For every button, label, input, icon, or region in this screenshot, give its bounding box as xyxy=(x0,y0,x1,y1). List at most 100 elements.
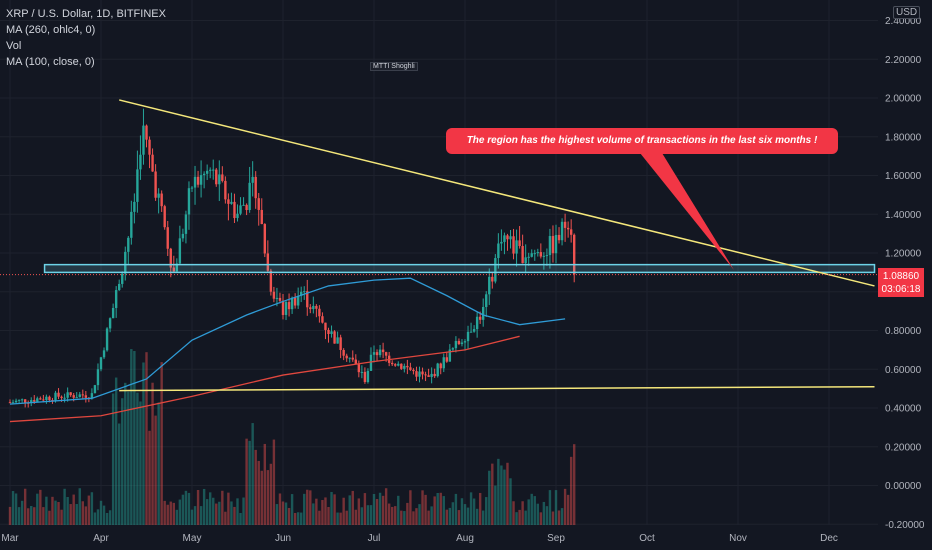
candle-body xyxy=(466,331,470,342)
volume-bar xyxy=(205,499,209,525)
volume-bar xyxy=(488,470,491,525)
volume-bar xyxy=(66,496,69,525)
candle-body xyxy=(430,373,433,377)
candle-body xyxy=(375,352,379,356)
volume-bar xyxy=(545,506,549,525)
volume-bar xyxy=(181,494,185,525)
volume-bar xyxy=(121,398,124,525)
x-tick-label: Mar xyxy=(1,533,19,544)
legend-volume[interactable]: Vol xyxy=(6,40,22,52)
candle-body xyxy=(151,154,154,172)
candle-body xyxy=(530,253,533,257)
volume-bar xyxy=(391,506,394,525)
volume-bar xyxy=(384,488,388,525)
candle-body xyxy=(569,229,573,235)
legend-symbol[interactable]: XRP / U.S. Dollar, 1D, BITFINEX xyxy=(6,8,166,20)
x-tick-label: Dec xyxy=(820,533,838,544)
volume-bar xyxy=(333,494,336,525)
volume-bar xyxy=(348,495,351,525)
volume-bar xyxy=(133,350,136,525)
volume-bar xyxy=(303,493,306,525)
candle-body xyxy=(20,399,24,401)
y-tick-label: 2.20000 xyxy=(885,55,922,66)
volume-bar xyxy=(108,510,112,525)
candle-body xyxy=(366,370,370,383)
candle-body xyxy=(239,205,242,214)
candle-body xyxy=(42,399,45,401)
volume-bar xyxy=(242,497,245,525)
legend-ma-260[interactable]: MA (260, ohlc4, 0) xyxy=(6,24,96,36)
volume-bar xyxy=(81,501,84,525)
candle-body xyxy=(418,371,421,377)
volume-bar xyxy=(30,505,33,525)
volume-bar xyxy=(187,492,191,525)
volume-bar xyxy=(527,499,530,525)
volume-bar xyxy=(497,458,500,525)
candle-body xyxy=(96,369,100,386)
y-tick-label: 1.20000 xyxy=(885,249,922,260)
volume-bar xyxy=(518,509,521,525)
author-watermark: MTTI Shoghli xyxy=(370,62,418,71)
candle-body xyxy=(351,357,354,360)
volume-bar xyxy=(330,491,333,525)
volume-bar xyxy=(281,501,285,525)
currency-badge[interactable]: USD xyxy=(893,6,921,19)
volume-bar xyxy=(524,510,527,525)
volume-bar xyxy=(39,489,42,525)
candle-body xyxy=(560,221,564,241)
volume-bar xyxy=(42,507,45,525)
candle-body xyxy=(17,399,21,401)
candle-body xyxy=(193,176,197,188)
resistance-zone xyxy=(43,263,876,274)
volume-bar xyxy=(169,501,172,525)
candle-body xyxy=(127,237,130,252)
volume-bar xyxy=(515,512,518,525)
candle-body xyxy=(536,252,539,254)
candle-body xyxy=(293,297,297,306)
candle-body xyxy=(384,352,388,356)
candle-body xyxy=(224,180,227,200)
volume-bar xyxy=(190,509,194,525)
candle-body xyxy=(469,331,473,333)
legend-ma-100[interactable]: MA (100, close, 0) xyxy=(6,56,95,68)
candle-body xyxy=(260,209,263,225)
candle-body xyxy=(551,236,555,254)
candle-body xyxy=(494,258,497,282)
volume-bar xyxy=(27,508,30,525)
candle-body xyxy=(130,211,133,238)
candle-body xyxy=(557,234,561,241)
candle-body xyxy=(108,318,112,329)
x-tick-label: Nov xyxy=(729,533,747,544)
volume-bar xyxy=(124,382,127,525)
candle-body xyxy=(48,396,51,401)
volume-bar xyxy=(460,498,464,525)
candle-body xyxy=(36,398,39,402)
candle-body xyxy=(533,253,536,255)
candle-body xyxy=(475,316,479,330)
volume-bar xyxy=(457,510,461,525)
candle-body xyxy=(142,125,145,155)
candle-body xyxy=(348,357,351,359)
candle-body xyxy=(242,204,245,206)
candle-body xyxy=(424,374,427,376)
volume-bar xyxy=(69,504,72,525)
volume-bar xyxy=(236,498,239,525)
volume-bar xyxy=(430,506,433,525)
volume-bar xyxy=(427,510,430,525)
volume-bar xyxy=(269,463,273,525)
volume-bar xyxy=(51,496,54,525)
annotation-callout[interactable]: The region has the highest volume of tra… xyxy=(446,128,838,154)
candle-body xyxy=(205,170,209,174)
candle-body xyxy=(463,341,467,343)
y-tick-label: 0.60000 xyxy=(885,365,922,376)
volume-bar xyxy=(290,494,294,525)
volume-bar xyxy=(60,509,63,525)
volume-bar xyxy=(63,488,66,525)
volume-bar xyxy=(184,490,188,525)
volume-bars xyxy=(8,349,576,525)
candle-body xyxy=(160,193,163,207)
candle-body xyxy=(218,174,221,185)
candle-body xyxy=(166,227,169,249)
volume-bar xyxy=(93,512,97,525)
